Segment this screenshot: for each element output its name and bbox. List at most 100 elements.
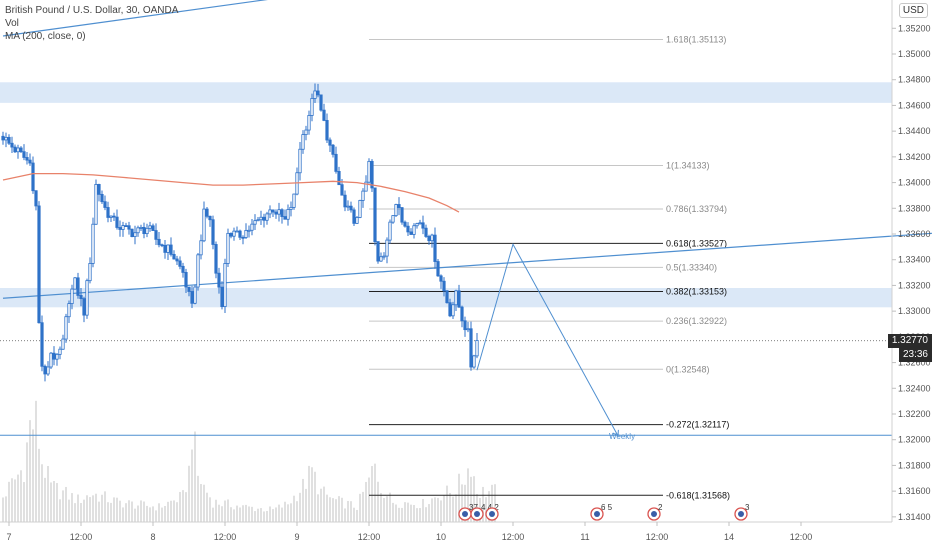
event-flag-icon <box>489 511 495 517</box>
candle-body <box>34 190 38 207</box>
volume-bar <box>26 442 28 522</box>
candle-body <box>145 227 149 235</box>
volume-bar <box>83 499 85 522</box>
volume-bar <box>188 465 190 522</box>
candle-body <box>463 320 467 331</box>
candle-body <box>319 94 323 111</box>
volume-bar <box>29 420 31 522</box>
volume-bar <box>23 482 25 522</box>
candle-body <box>58 348 62 355</box>
price-tick-label: 1.32600 <box>898 358 931 368</box>
candle-body <box>451 304 455 317</box>
candle-body <box>67 303 71 318</box>
fib-level-label: -0.618(1.31568) <box>666 490 730 500</box>
volume-bar <box>452 496 454 522</box>
candle-body <box>304 129 308 136</box>
volume-bar <box>38 448 40 522</box>
candle-body <box>250 223 254 231</box>
volume-bar <box>110 502 112 522</box>
volume-bar <box>485 497 487 522</box>
volume-bar <box>59 499 61 522</box>
volume-bar <box>383 498 385 522</box>
candle-body <box>241 236 245 239</box>
volume-bar <box>281 507 283 522</box>
candle-body <box>343 194 347 208</box>
volume-bar <box>56 483 58 522</box>
candle-body <box>124 225 128 227</box>
price-tick-label: 1.34400 <box>898 126 931 136</box>
event-flag-icon <box>474 511 480 517</box>
candle-body <box>388 221 392 241</box>
volume-bar <box>293 495 295 522</box>
currency-badge[interactable]: USD <box>898 3 928 18</box>
candle-body <box>253 220 257 225</box>
candle-body <box>391 215 395 223</box>
support-resistance-zone <box>0 82 892 103</box>
candle-body <box>352 209 356 224</box>
candle-body <box>325 120 329 141</box>
candle-body <box>412 225 416 235</box>
volume-bar <box>395 504 397 522</box>
price-tick-label: 1.32200 <box>898 409 931 419</box>
candle-body <box>397 204 401 209</box>
candle-body <box>193 286 197 304</box>
candle-body <box>52 352 56 360</box>
candle-body <box>289 206 293 210</box>
volume-bar <box>44 477 46 522</box>
volume-bar <box>344 508 346 522</box>
candle-body <box>214 244 218 274</box>
price-tick-label: 1.33800 <box>898 203 931 213</box>
candle-body <box>265 213 269 221</box>
candle-body <box>442 280 446 292</box>
volume-bar <box>341 497 343 522</box>
volume-bar <box>269 506 271 522</box>
volume-bar <box>77 494 79 522</box>
candle-body <box>400 207 404 223</box>
volume-bar <box>68 499 70 522</box>
candle-body <box>208 215 212 221</box>
volume-bar <box>47 465 49 522</box>
candle-body <box>4 136 8 141</box>
volume-bar <box>266 510 268 522</box>
candle-body <box>232 230 236 237</box>
volume-bar <box>149 507 151 522</box>
volume-bar <box>284 501 286 522</box>
candle-body <box>346 205 350 208</box>
volume-bar <box>131 501 133 522</box>
candle-body <box>316 90 320 96</box>
volume-bar <box>146 505 148 522</box>
volume-bar <box>437 497 439 522</box>
volume-bar <box>119 500 121 522</box>
candle-body <box>457 290 461 308</box>
candle-body <box>406 225 410 233</box>
candle-body <box>127 225 131 230</box>
candle-body <box>148 225 152 229</box>
price-tick-label: 1.33200 <box>898 280 931 290</box>
candle-body <box>40 322 44 367</box>
volume-bar <box>329 497 331 522</box>
volume-bar <box>122 507 124 522</box>
candle-body <box>217 272 221 288</box>
volume-bar <box>386 496 388 522</box>
volume-bar <box>179 491 181 522</box>
candle-body <box>277 209 281 215</box>
fib-level-label: 0.5(1.33340) <box>666 262 717 272</box>
candle-body <box>130 228 134 238</box>
volume-bar <box>491 484 493 522</box>
volume-bar <box>404 502 406 522</box>
candle-body <box>61 338 65 350</box>
volume-bar <box>446 485 448 522</box>
volume-bar <box>128 500 130 522</box>
candle-body <box>85 280 89 316</box>
price-tick-label: 1.34600 <box>898 100 931 110</box>
candle-body <box>166 244 170 253</box>
volume-bar <box>338 496 340 522</box>
fib-level-label: 0.618(1.33527) <box>666 238 727 248</box>
volume-bar <box>218 504 220 522</box>
price-tick-label: 1.35000 <box>898 49 931 59</box>
fib-level-label: 0.786(1.33794) <box>666 204 727 214</box>
candle-body <box>307 115 311 131</box>
volume-bar <box>71 493 73 522</box>
candle-body <box>454 290 458 306</box>
